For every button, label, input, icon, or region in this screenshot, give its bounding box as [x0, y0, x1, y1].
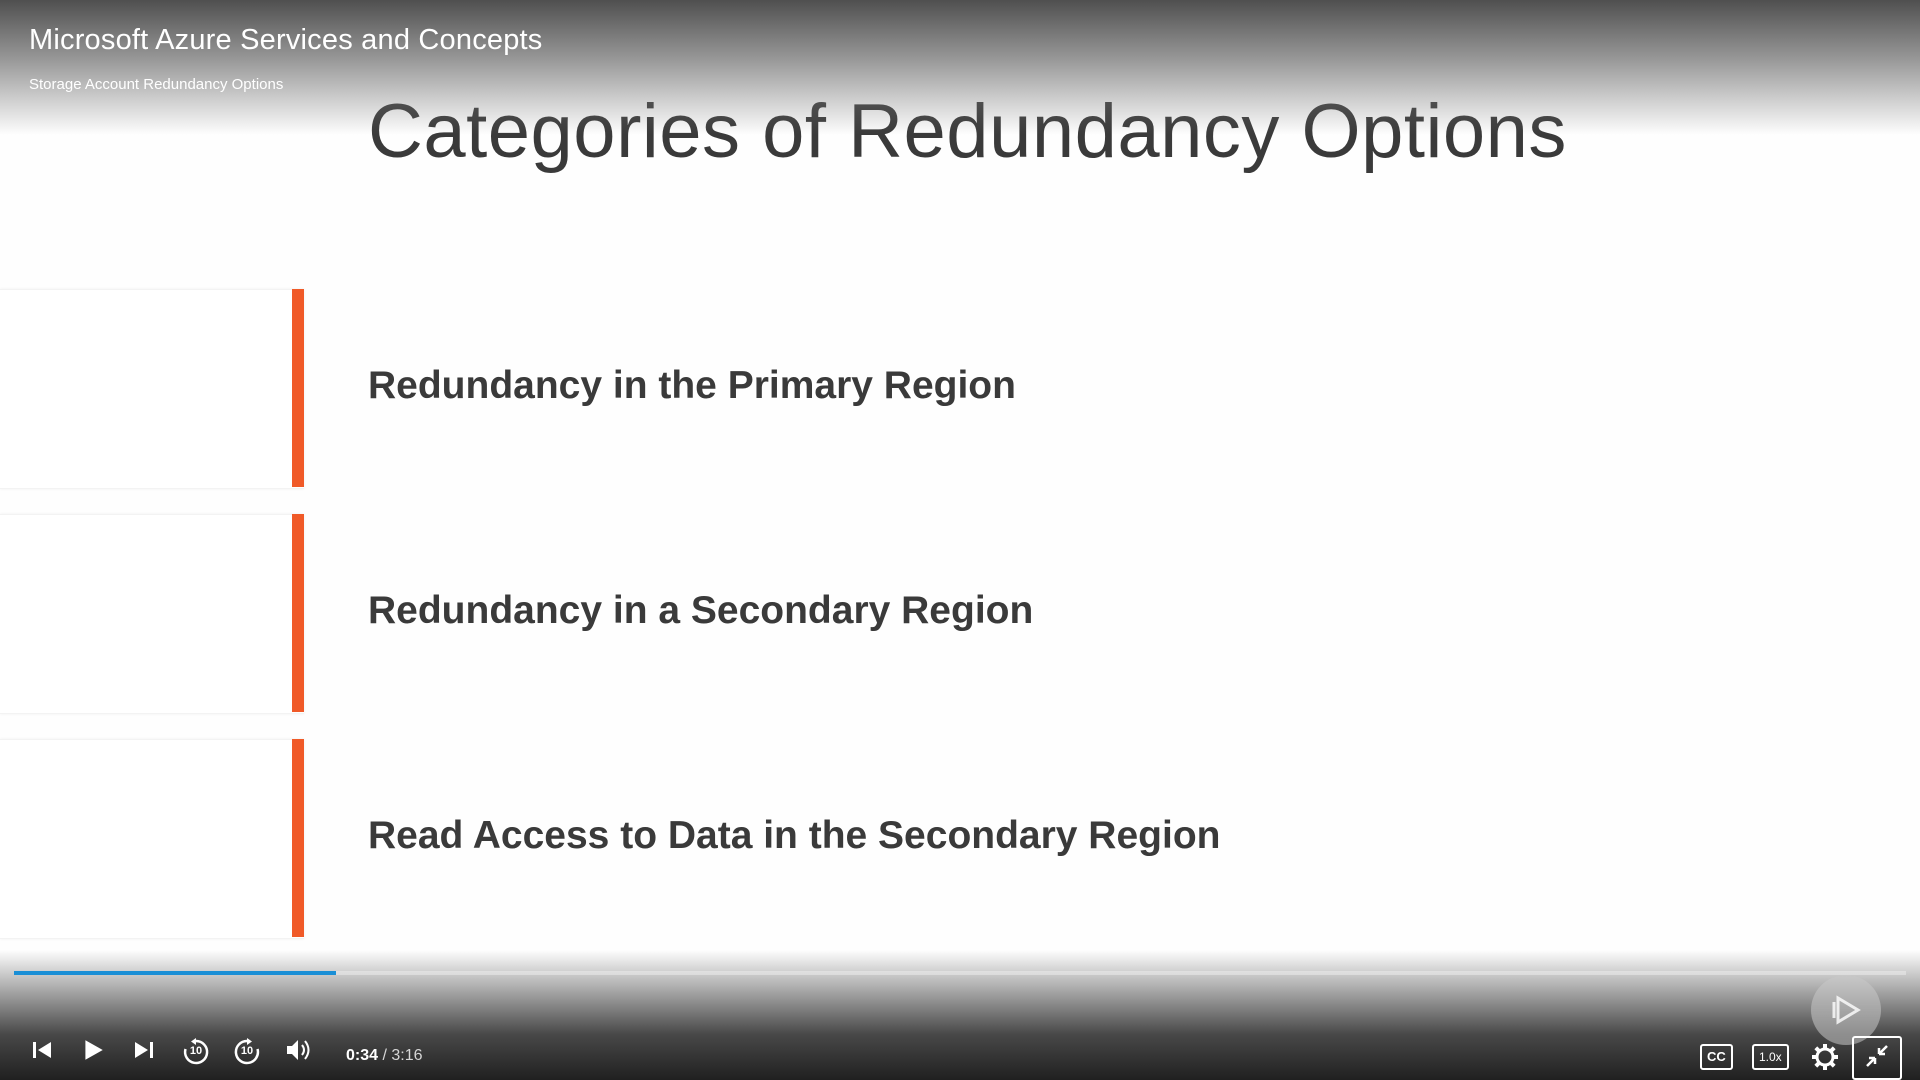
header-overlay: [0, 0, 1920, 135]
pluralsight-logo-icon: [1811, 975, 1881, 1045]
current-time: 0:34: [346, 1047, 379, 1064]
category-card-primary: [0, 289, 304, 489]
forward-10-icon: 10: [232, 1037, 262, 1067]
captions-button[interactable]: CC: [1700, 1044, 1733, 1070]
rewind-seconds-label: 10: [189, 1045, 203, 1057]
category-card-read-access: [0, 739, 304, 939]
category-label-primary: Redundancy in the Primary Region: [368, 364, 1016, 407]
volume-button[interactable]: [278, 1032, 318, 1072]
seek-progress: [14, 971, 336, 975]
next-button[interactable]: [124, 1032, 164, 1072]
play-button[interactable]: [73, 1032, 113, 1072]
module-title: Storage Account Redundancy Options: [29, 76, 284, 93]
accent-bar: [292, 514, 304, 712]
exit-fullscreen-button[interactable]: [1852, 1036, 1902, 1080]
next-icon: [132, 1038, 156, 1067]
course-title: Microsoft Azure Services and Concepts: [29, 24, 543, 56]
category-card-secondary: [0, 514, 304, 714]
seek-bar[interactable]: [14, 971, 1906, 975]
forward-10-button[interactable]: 10: [227, 1032, 267, 1072]
player-control-bar: 10 10: [0, 971, 1920, 1080]
captions-icon: CC: [1700, 1044, 1733, 1070]
previous-icon: [30, 1038, 54, 1067]
previous-button[interactable]: [22, 1032, 62, 1072]
exit-fullscreen-icon: [1863, 1042, 1891, 1075]
time-separator: /: [378, 1047, 392, 1064]
accent-bar: [292, 739, 304, 937]
settings-button[interactable]: [1810, 1042, 1840, 1077]
category-label-read-access: Read Access to Data in the Secondary Reg…: [368, 814, 1221, 857]
category-label-secondary: Redundancy in a Secondary Region: [368, 589, 1034, 632]
rewind-10-button[interactable]: 10: [176, 1032, 216, 1072]
playback-speed-button[interactable]: 1.0x: [1752, 1044, 1789, 1070]
speed-icon: 1.0x: [1752, 1044, 1789, 1070]
settings-gear-icon: [1810, 1044, 1840, 1076]
rewind-10-icon: 10: [181, 1037, 211, 1067]
forward-seconds-label: 10: [240, 1045, 254, 1057]
play-icon: [80, 1037, 106, 1068]
time-display: 0:34 / 3:16: [346, 1047, 423, 1065]
volume-icon: [284, 1036, 312, 1069]
accent-bar: [292, 289, 304, 487]
total-time: 3:16: [391, 1047, 423, 1064]
